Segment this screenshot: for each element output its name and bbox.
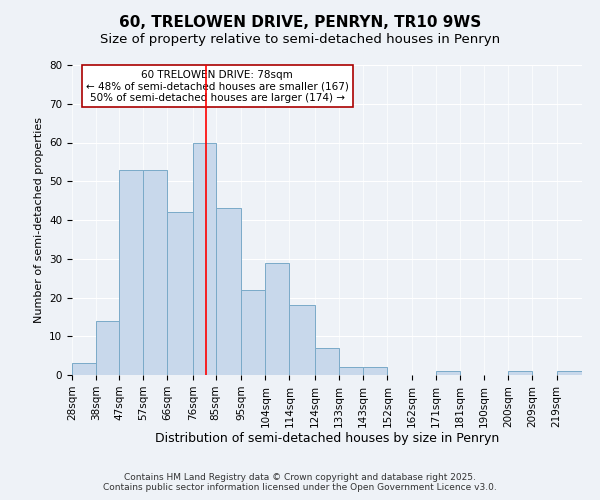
- Bar: [557, 371, 582, 375]
- Bar: [241, 290, 265, 375]
- Text: Contains HM Land Registry data © Crown copyright and database right 2025.
Contai: Contains HM Land Registry data © Crown c…: [103, 473, 497, 492]
- Bar: [508, 371, 532, 375]
- X-axis label: Distribution of semi-detached houses by size in Penryn: Distribution of semi-detached houses by …: [155, 432, 499, 446]
- Bar: [72, 364, 96, 375]
- Bar: [167, 212, 193, 375]
- Y-axis label: Number of semi-detached properties: Number of semi-detached properties: [34, 117, 44, 323]
- Bar: [363, 367, 388, 375]
- Bar: [339, 367, 363, 375]
- Text: 60, TRELOWEN DRIVE, PENRYN, TR10 9WS: 60, TRELOWEN DRIVE, PENRYN, TR10 9WS: [119, 15, 481, 30]
- Bar: [193, 142, 216, 375]
- Bar: [216, 208, 241, 375]
- Bar: [315, 348, 339, 375]
- Bar: [143, 170, 167, 375]
- Bar: [96, 321, 119, 375]
- Bar: [265, 262, 289, 375]
- Text: 60 TRELOWEN DRIVE: 78sqm
← 48% of semi-detached houses are smaller (167)
50% of : 60 TRELOWEN DRIVE: 78sqm ← 48% of semi-d…: [86, 70, 349, 103]
- Bar: [289, 305, 315, 375]
- Bar: [119, 170, 143, 375]
- Text: Size of property relative to semi-detached houses in Penryn: Size of property relative to semi-detach…: [100, 32, 500, 46]
- Bar: [436, 371, 460, 375]
